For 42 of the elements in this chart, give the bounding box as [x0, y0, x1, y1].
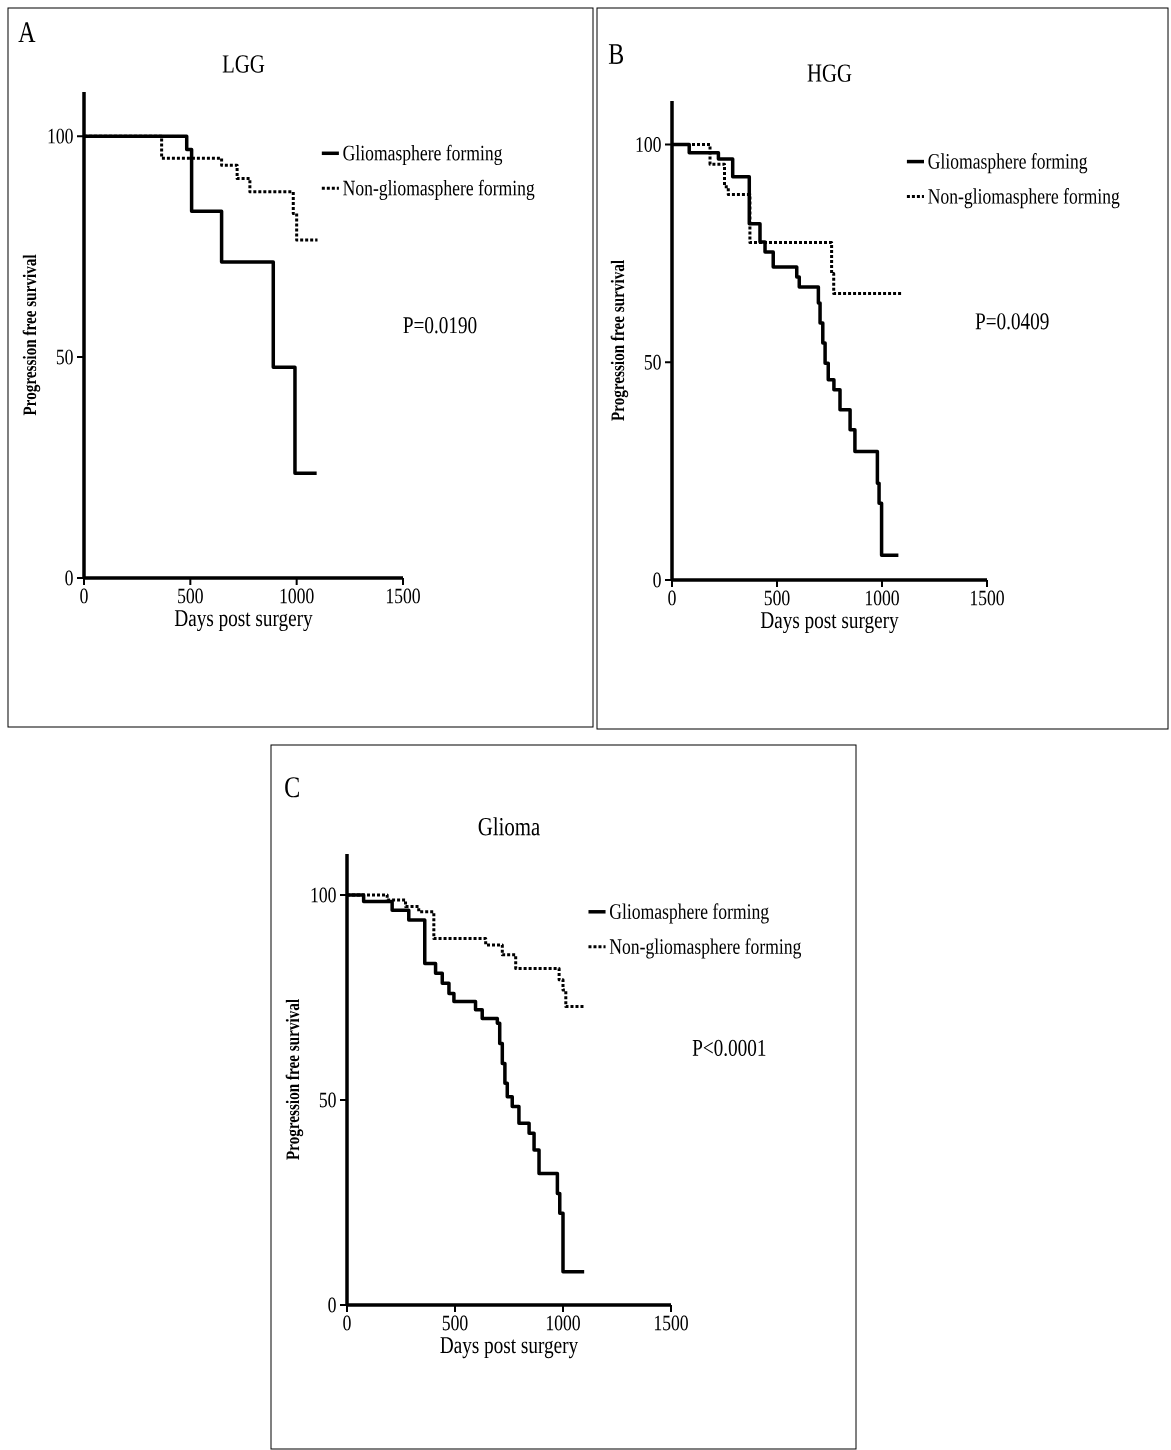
chart-title: HGG — [807, 64, 852, 82]
legend-label: Gliomasphere forming — [928, 153, 1088, 174]
legend-label: Non-gliomasphere forming — [928, 188, 1120, 209]
x-tick-label: 0 — [668, 590, 676, 606]
chart-title: Glioma — [478, 817, 540, 836]
text: P=0.0190 — [403, 317, 477, 334]
annotation: P=0.0409 — [975, 313, 1049, 330]
y-tick-label: 0 — [653, 572, 661, 588]
y-tick-label: 0 — [328, 1297, 336, 1313]
legend-label: Non-gliomasphere forming — [343, 179, 535, 201]
y-axis-title: Progression free survival — [285, 999, 304, 1160]
legend-label: Gliomasphere forming — [343, 144, 503, 166]
legend-label: Non-gliomasphere forming — [609, 938, 802, 959]
y-tick-label: 0 — [65, 570, 73, 586]
x-tick-label: 1000 — [546, 1315, 580, 1331]
text: A — [18, 22, 36, 42]
x-tick-label: 1500 — [386, 588, 420, 604]
x-axis-title: Days post surgery — [440, 1337, 579, 1359]
y-tick-label: 100 — [311, 887, 336, 903]
x-tick-label: 1500 — [654, 1315, 688, 1331]
y-tick-label: 50 — [56, 349, 73, 365]
x-tick-label: 1500 — [970, 590, 1004, 606]
y-tick-label: 100 — [48, 128, 73, 144]
x-tick-label: 500 — [764, 590, 790, 606]
x-tick-label: 0 — [80, 588, 88, 604]
x-tick-label: 500 — [442, 1315, 468, 1331]
x-tick-label: 1000 — [865, 590, 899, 606]
y-tick-label: 50 — [644, 354, 661, 370]
x-tick-label: 1000 — [280, 588, 314, 604]
x-axis-title: Days post surgery — [760, 612, 899, 634]
x-tick-label: 0 — [343, 1315, 351, 1331]
y-tick-label: 100 — [636, 137, 661, 152]
y-tick-label: 50 — [319, 1092, 336, 1108]
y-axis-title: Progression free survival — [610, 260, 629, 421]
y-axis-title: Progression free survival — [22, 254, 41, 416]
x-axis-title: Days post surgery — [174, 610, 313, 632]
legend-label: Gliomasphere forming — [610, 903, 769, 924]
text: B — [608, 44, 624, 64]
x-tick-label: 500 — [178, 588, 203, 604]
text: C — [285, 777, 299, 798]
chart-title: LGG — [222, 55, 265, 73]
text: P<0.0001 — [692, 1039, 766, 1057]
